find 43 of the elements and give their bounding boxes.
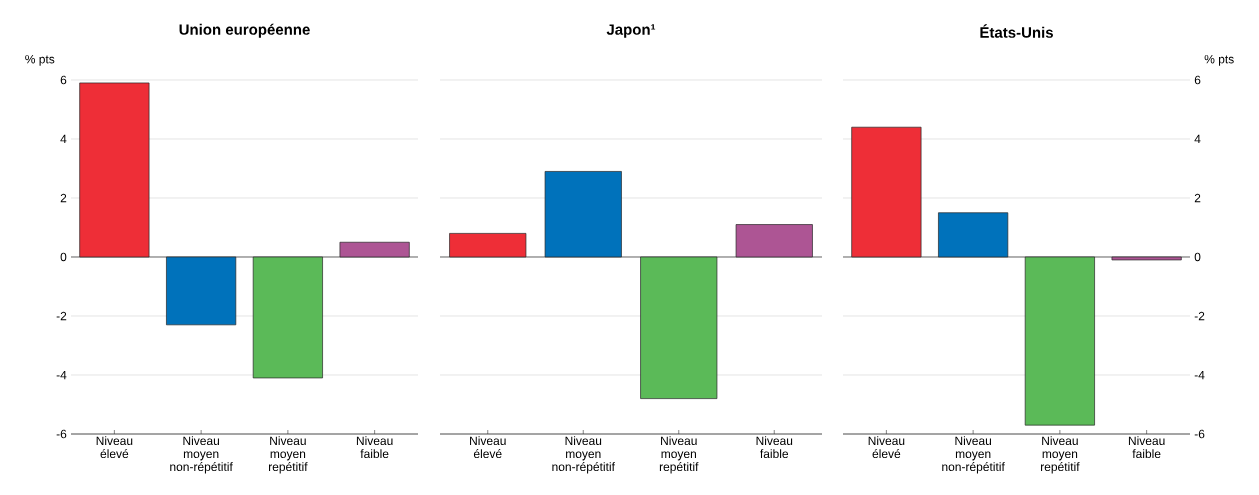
bar [938,212,1009,258]
y-tick-label: 4 [60,134,67,144]
y-tick-label: -2 [56,311,67,321]
chart-title: États-Unis [980,24,1053,38]
bar [735,224,813,258]
x-tick-label: Niveau faible [1128,436,1165,459]
bar [1024,256,1095,426]
chart-title: Japon¹ [606,24,656,38]
bar [252,256,323,379]
x-tick-label: Niveau élevé [868,436,905,459]
y2-axis-title: % pts [1204,54,1234,66]
bar [640,256,718,399]
y2-tick-label: 4 [1194,134,1201,144]
y2-tick-label: -6 [1194,429,1205,439]
x-tick-label: Niveau moyen repétitif [269,436,308,474]
x-tick-label: Niveau élevé [470,436,506,459]
x-tick-label: Niveau moyen repétitif [659,436,699,474]
y-tick-label: 2 [60,193,67,203]
bar [851,126,922,258]
bar [449,233,527,258]
y2-tick-label: -4 [1194,370,1205,380]
x-tick-label: Niveau faible [756,436,793,459]
y-tick-label: 0 [60,252,67,262]
y2-tick-label: 2 [1194,193,1201,203]
y-tick-label: 6 [60,75,67,85]
y2-tick-label: -2 [1194,311,1205,321]
x-tick-label: Niveau moyen repétitif [1041,436,1080,474]
y2-tick-label: 0 [1194,252,1201,262]
y-tick-label: -6 [56,429,67,439]
chart-title: Union européenne [179,23,310,38]
bar [79,82,150,258]
y-tick-label: -4 [56,370,67,380]
x-tick-label: Niveau moyen non-répétitif [942,436,1005,474]
bar [166,256,237,326]
bar [339,241,410,258]
x-tick-label: Niveau élevé [96,436,133,459]
y-axis-title: % pts [25,54,55,66]
y2-tick-label: 6 [1194,75,1201,85]
x-tick-label: Niveau moyen non-répétitif [552,436,615,474]
bar [544,171,622,258]
x-tick-label: Niveau moyen non-répétitif [170,436,233,474]
x-tick-label: Niveau faible [356,436,393,459]
bar [1111,256,1182,261]
